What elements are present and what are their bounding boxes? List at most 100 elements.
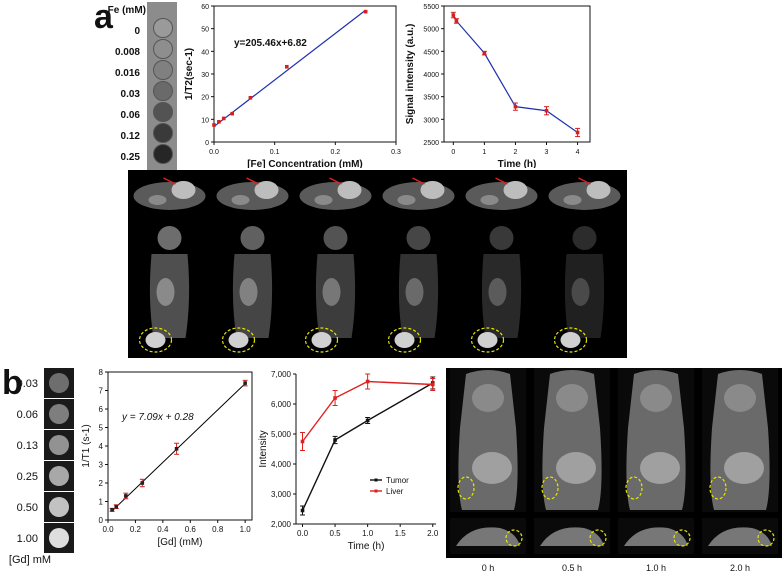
mri-organ <box>480 195 499 205</box>
y-tick-label: 6 <box>99 405 104 414</box>
mri-axial-slice <box>465 182 538 210</box>
mri-tumor-axial <box>420 181 445 199</box>
data-point <box>365 418 370 423</box>
mri-organ <box>563 195 582 205</box>
x-tick-label: 0.8 <box>212 525 224 534</box>
panel-a-letter: a <box>94 0 113 36</box>
plot-frame <box>213 5 397 143</box>
tumor-circle <box>553 327 588 353</box>
chart-a-relaxivity: 0.0 0.1 0.2 0.3 0 10 20 30 40 50 60 [Fe] Concentrat… <box>184 4 401 168</box>
tumor-circle <box>589 529 607 547</box>
mri-a-tile <box>548 177 621 353</box>
mri-axial-slice <box>548 182 621 210</box>
data-point <box>513 104 518 109</box>
fe-phantom-well <box>153 60 173 80</box>
y-tick-label: 0 <box>205 140 209 147</box>
tumor-circle <box>470 327 505 353</box>
x-tick-label: 0.0 <box>102 525 114 534</box>
gd-label: 1.00 <box>16 533 38 545</box>
fe-label: 0.12 <box>120 131 140 142</box>
legend-label: Tumor <box>386 476 409 485</box>
data-point <box>454 19 459 23</box>
mri-liver <box>556 452 596 484</box>
data-point <box>544 108 549 113</box>
gd-label: 0.50 <box>16 502 38 514</box>
fe-phantom-well <box>153 123 173 143</box>
data-point <box>482 51 487 55</box>
x-tick-label: 1 <box>482 149 486 156</box>
mri-liver <box>405 278 424 306</box>
fe-phantom-well <box>153 102 173 122</box>
gd-footer: [Gd] mM <box>8 554 52 566</box>
mri-b-tile <box>534 368 610 554</box>
mri-head <box>489 226 514 250</box>
mri-liver <box>472 452 512 484</box>
data-point <box>363 9 368 14</box>
y-tick-label: 4 <box>99 442 104 451</box>
tumor-circle <box>387 327 422 353</box>
y-tick-label: 5,000 <box>271 430 292 439</box>
mri-liver <box>156 278 175 306</box>
y-tick-label: 2500 <box>423 140 439 147</box>
gd-phantom-tile <box>44 399 74 429</box>
fit-equation: y=205.46x+6.82 <box>234 38 307 49</box>
data-point <box>230 111 234 116</box>
x-tick-label: 2.0 <box>427 529 439 538</box>
x-tick-label: 0.1 <box>270 149 280 156</box>
data-point <box>300 508 305 513</box>
data-point <box>300 439 305 444</box>
mri-a-tile <box>465 177 538 353</box>
gd-label: 0.13 <box>16 440 38 452</box>
mri-axial-body <box>624 527 688 546</box>
y-tick-label: 1 <box>99 498 104 507</box>
data-point <box>430 382 435 387</box>
mri-tumor <box>560 332 581 348</box>
series-line-liver <box>301 380 433 442</box>
mri-head <box>572 226 597 250</box>
gd-phantom-well <box>49 373 69 393</box>
time-label: 0 h <box>481 563 495 573</box>
data-point <box>114 504 119 509</box>
tumor-circle <box>709 476 727 500</box>
gd-phantom-tile <box>44 430 74 460</box>
y-tick-label: 8 <box>99 368 104 377</box>
mri-tumor <box>145 332 166 348</box>
mri-liver <box>640 452 680 484</box>
data-point <box>285 64 289 69</box>
y-tick-label: 3500 <box>423 95 439 102</box>
data-point <box>217 120 221 124</box>
gd-phantom-tile <box>44 492 74 522</box>
mri-tumor-axial <box>503 181 528 199</box>
x-tick-label: 1.5 <box>395 529 407 538</box>
mri-axial-slice <box>133 182 206 210</box>
mri-head <box>157 226 182 250</box>
time-label: 1.0 h <box>645 563 667 573</box>
legend-marker <box>374 478 378 482</box>
y-tick-label: 20 <box>201 95 209 102</box>
legend-label: Liver <box>386 487 404 496</box>
tumor-circle <box>757 529 775 547</box>
data-point <box>243 381 247 385</box>
data-point <box>451 13 456 17</box>
gd-phantom-well <box>49 528 69 548</box>
tumor-circle <box>304 327 339 353</box>
x-tick-label: 0.3 <box>391 149 401 156</box>
fe-label: 0.008 <box>114 47 140 58</box>
data-point <box>365 379 370 384</box>
y-tick-label: 3,000 <box>271 490 292 499</box>
mri-tumor <box>311 332 332 348</box>
fit-equation: y = 7.09x + 0.28 <box>121 412 194 423</box>
gd-phantom-well <box>49 497 69 517</box>
fe-label: 0.25 <box>120 152 140 163</box>
red-arrow <box>495 177 508 185</box>
gd-label: 0.25 <box>16 471 38 483</box>
y-tick-label: 60 <box>201 4 209 11</box>
y-tick-label: 0 <box>99 516 104 525</box>
gd-phantom-tile <box>44 523 74 553</box>
x-tick-label: 0.0 <box>297 529 309 538</box>
mri-panel-a <box>128 170 627 358</box>
y-tick-label: 10 <box>201 117 209 124</box>
tumor-circle <box>505 529 523 547</box>
mri-head <box>724 384 756 412</box>
mri-body <box>564 254 605 338</box>
